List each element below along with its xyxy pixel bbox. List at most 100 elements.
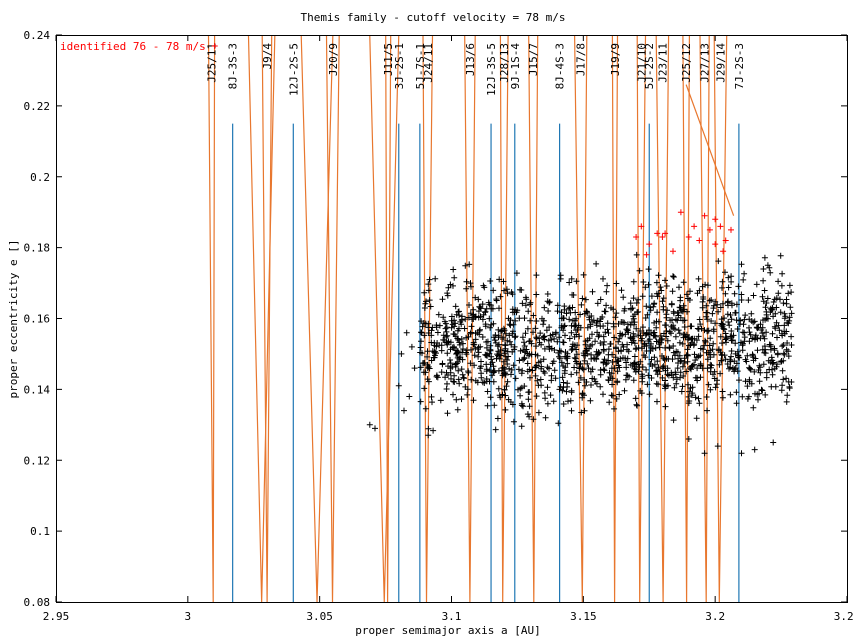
family-point — [703, 302, 710, 309]
family-point — [501, 386, 508, 393]
family-point — [728, 316, 735, 323]
family-point — [777, 296, 783, 303]
family-point — [496, 355, 503, 362]
family-point — [753, 281, 760, 288]
family-point — [673, 376, 680, 383]
family-point — [672, 352, 678, 359]
family-point — [471, 362, 478, 369]
family-point — [665, 355, 672, 362]
family-point — [541, 389, 548, 396]
family-point — [543, 327, 550, 334]
family-point — [548, 336, 555, 343]
family-point — [684, 358, 691, 365]
family-point — [581, 407, 588, 414]
family-point — [425, 330, 432, 336]
family-point — [645, 266, 652, 273]
family-point — [647, 361, 654, 367]
family-point — [577, 374, 584, 381]
family-point — [655, 290, 662, 297]
family-point — [511, 334, 518, 341]
family-point — [439, 296, 446, 303]
family-point — [746, 324, 752, 331]
family-point — [571, 364, 578, 371]
family-point — [686, 297, 693, 303]
family-point — [443, 333, 450, 340]
family-point — [571, 354, 578, 361]
family-point — [621, 387, 628, 394]
family-point — [663, 328, 670, 334]
family-point — [779, 382, 786, 389]
family-point — [703, 309, 710, 316]
family-point — [719, 394, 726, 401]
family-point — [607, 341, 614, 347]
family-point — [785, 353, 792, 360]
family-point — [487, 342, 494, 349]
family-point — [624, 321, 631, 328]
family-point — [783, 346, 790, 353]
family-point — [555, 349, 562, 356]
family-point — [707, 361, 714, 368]
family-point — [587, 368, 594, 375]
family-point — [654, 309, 661, 316]
family-point — [521, 339, 527, 346]
family-point — [697, 374, 704, 381]
family-point — [564, 380, 571, 387]
x-tick-label: 2.95 — [43, 610, 70, 623]
family-point — [523, 296, 530, 303]
family-point — [778, 359, 784, 365]
family-point — [648, 375, 655, 381]
family-point — [687, 323, 694, 330]
family-point — [395, 382, 402, 389]
family-point — [741, 270, 748, 277]
family-point — [706, 342, 713, 349]
family-point — [645, 372, 652, 379]
family-point — [585, 365, 592, 372]
family-point — [633, 345, 640, 352]
family-point — [773, 295, 780, 302]
family-point — [775, 290, 782, 297]
resonance-label: 9J-1S-4 — [509, 43, 522, 90]
family-point — [728, 273, 735, 280]
family-point — [507, 317, 514, 324]
family-point — [666, 345, 673, 352]
family-point — [444, 350, 451, 357]
family-point — [627, 300, 634, 307]
family-point — [748, 310, 755, 317]
family-point — [479, 316, 486, 323]
family-point — [667, 317, 674, 324]
family-point — [521, 343, 528, 349]
family-point — [561, 322, 568, 329]
family-point — [545, 308, 552, 314]
family-point — [672, 371, 679, 378]
family-point — [597, 323, 604, 330]
family-point — [533, 343, 540, 350]
family-point — [468, 376, 475, 383]
family-point — [788, 289, 795, 296]
family-point — [458, 321, 465, 328]
identified-point — [706, 226, 713, 233]
family-point — [475, 344, 482, 351]
family-point — [552, 329, 559, 336]
family-point — [460, 346, 466, 352]
family-point — [710, 302, 717, 309]
family-point — [571, 333, 578, 340]
resonance-label: J13/6 — [464, 43, 477, 76]
family-point — [483, 376, 490, 382]
family-point — [699, 304, 706, 311]
resonance-label: 7J-2S-3 — [733, 43, 746, 89]
two-body-resonance-lines — [207, 34, 735, 603]
family-point — [486, 301, 493, 308]
family-point — [511, 346, 518, 353]
family-point — [651, 354, 658, 361]
x-tick-label: 3 — [185, 610, 192, 623]
family-point — [530, 416, 537, 423]
family-point — [705, 381, 712, 388]
family-point — [651, 329, 658, 336]
x-tick-label: 3.1 — [442, 610, 462, 623]
family-point — [653, 324, 660, 331]
family-point — [688, 335, 695, 342]
family-point — [663, 322, 670, 329]
family-point — [587, 343, 594, 349]
family-point — [642, 315, 649, 321]
family-point — [680, 331, 687, 338]
